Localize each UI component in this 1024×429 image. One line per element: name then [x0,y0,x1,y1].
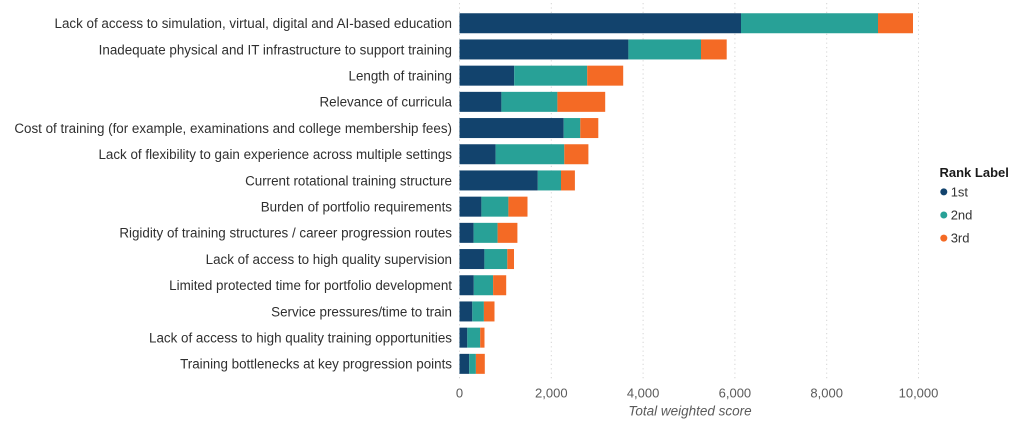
svg-text:4,000: 4,000 [627,386,660,401]
svg-text:Lack of access to simulation,: Lack of access to simulation, virtual, d… [55,16,452,31]
svg-text:Rigidity of training structure: Rigidity of training structures / career… [119,226,452,241]
svg-text:3rd: 3rd [951,231,970,246]
svg-text:Rank Label: Rank Label [940,165,1009,180]
svg-text:10,000: 10,000 [899,386,939,401]
svg-text:Cost of training (for example,: Cost of training (for example, examinati… [14,121,452,136]
svg-text:0: 0 [456,386,463,401]
svg-text:Training bottlenecks at key pr: Training bottlenecks at key progression … [180,357,452,372]
svg-text:Current rotational training st: Current rotational training structure [245,173,452,188]
svg-text:8,000: 8,000 [810,386,843,401]
svg-text:Inadequate physical and IT inf: Inadequate physical and IT infrastructur… [99,42,452,57]
svg-text:Total weighted score: Total weighted score [628,404,751,419]
svg-text:Service pressures/time to trai: Service pressures/time to train [271,304,452,319]
svg-text:2,000: 2,000 [535,386,568,401]
svg-text:Limited protected time for por: Limited protected time for portfolio dev… [169,278,452,293]
svg-text:Burden of portfolio requiremen: Burden of portfolio requirements [261,199,453,214]
svg-text:Lack of access to high quality: Lack of access to high quality training … [149,330,452,345]
svg-text:2nd: 2nd [951,208,973,223]
svg-text:Lack of flexibility to gain ex: Lack of flexibility to gain experience a… [98,147,452,162]
svg-text:Length of training: Length of training [349,68,452,83]
svg-text:Relevance of curricula: Relevance of curricula [320,95,453,110]
svg-text:Lack of access to high quality: Lack of access to high quality supervisi… [206,252,452,267]
svg-text:1st: 1st [951,185,969,200]
svg-text:6,000: 6,000 [719,386,752,401]
